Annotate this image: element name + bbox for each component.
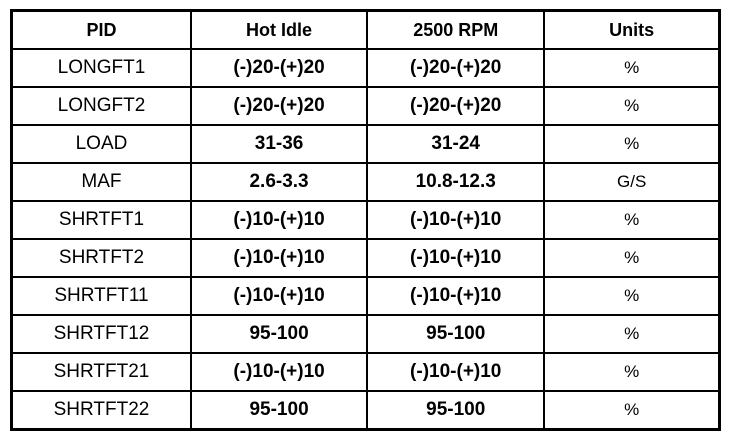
header-hot-idle: Hot Idle: [189, 9, 369, 50]
table-row: SHRTFT1 (-)10-(+)10 (-)10-(+)10%: [10, 200, 721, 240]
header-units: Units: [543, 9, 721, 50]
rpm-2500-cell: (-)20-(+)20: [366, 48, 546, 88]
rpm-2500-cell: 10.8-12.3: [366, 162, 546, 202]
hot-idle-cell: (-)20-(+)20: [189, 48, 369, 88]
units-cell: %: [543, 86, 721, 126]
pid-cell: SHRTFT1: [10, 200, 192, 240]
units-cell: %: [543, 352, 721, 392]
rpm-2500-cell: (-)10-(+)10: [366, 238, 546, 278]
units-cell: %: [543, 390, 721, 431]
hot-idle-cell: (-)10-(+)10: [189, 238, 369, 278]
hot-idle-cell: (-)10-(+)10: [189, 200, 369, 240]
rpm-2500-cell: (-)20-(+)20: [366, 86, 546, 126]
hot-idle-cell: 31-36: [189, 124, 369, 164]
hot-idle-cell: 95-100: [189, 314, 369, 354]
pid-cell: SHRTFT22: [10, 390, 192, 431]
units-cell: %: [543, 48, 721, 88]
table-row: SHRTFT11 (-)10-(+)10 (-)10-(+)10%: [10, 276, 721, 316]
header-pid: PID: [10, 9, 192, 50]
pid-cell: SHRTFT11: [10, 276, 192, 316]
pid-cell: LONGFT1: [10, 48, 192, 88]
rpm-2500-cell: (-)10-(+)10: [366, 352, 546, 392]
pid-cell: MAF: [10, 162, 192, 202]
header-row: PID Hot Idle 2500 RPM Units: [10, 9, 721, 50]
rpm-2500-cell: (-)10-(+)10: [366, 200, 546, 240]
pid-cell: SHRTFT21: [10, 352, 192, 392]
table-row: SHRTFT2 (-)10-(+)10 (-)10-(+)10%: [10, 238, 721, 278]
pid-cell: SHRTFT12: [10, 314, 192, 354]
units-cell: %: [543, 314, 721, 354]
table-row: SHRTFT22 95-100 95-100%: [10, 390, 721, 431]
units-cell: G/S: [543, 162, 721, 202]
pid-cell: LOAD: [10, 124, 192, 164]
units-cell: %: [543, 200, 721, 240]
table-row: MAF 2.6-3.3 10.8-12.3 G/S: [10, 162, 721, 202]
hot-idle-cell: (-)10-(+)10: [189, 352, 369, 392]
hot-idle-cell: (-)20-(+)20: [189, 86, 369, 126]
table-row: SHRTFT21 (-)10-(+)10 (-)10-(+)10%: [10, 352, 721, 392]
rpm-2500-cell: (-)10-(+)10: [366, 276, 546, 316]
units-cell: %: [543, 238, 721, 278]
rpm-2500-cell: 95-100: [366, 314, 546, 354]
hot-idle-cell: (-)10-(+)10: [189, 276, 369, 316]
units-cell: %: [543, 124, 721, 164]
rpm-2500-cell: 95-100: [366, 390, 546, 431]
table-row: LOAD 31-36 31-24%: [10, 124, 721, 164]
pid-values-table: PID Hot Idle 2500 RPM Units LONGFT1 (-)20…: [10, 9, 721, 431]
pid-cell: SHRTFT2: [10, 238, 192, 278]
hot-idle-cell: 2.6-3.3: [189, 162, 369, 202]
header-2500-rpm: 2500 RPM: [366, 9, 546, 50]
units-cell: %: [543, 276, 721, 316]
rpm-2500-cell: 31-24: [366, 124, 546, 164]
table-row: LONGFT2 (-)20-(+)20 (-)20-(+)20%: [10, 86, 721, 126]
table-row: SHRTFT12 95-100 95-100%: [10, 314, 721, 354]
table-row: LONGFT1 (-)20-(+)20 (-)20-(+)20%: [10, 48, 721, 88]
pid-cell: LONGFT2: [10, 86, 192, 126]
hot-idle-cell: 95-100: [189, 390, 369, 431]
